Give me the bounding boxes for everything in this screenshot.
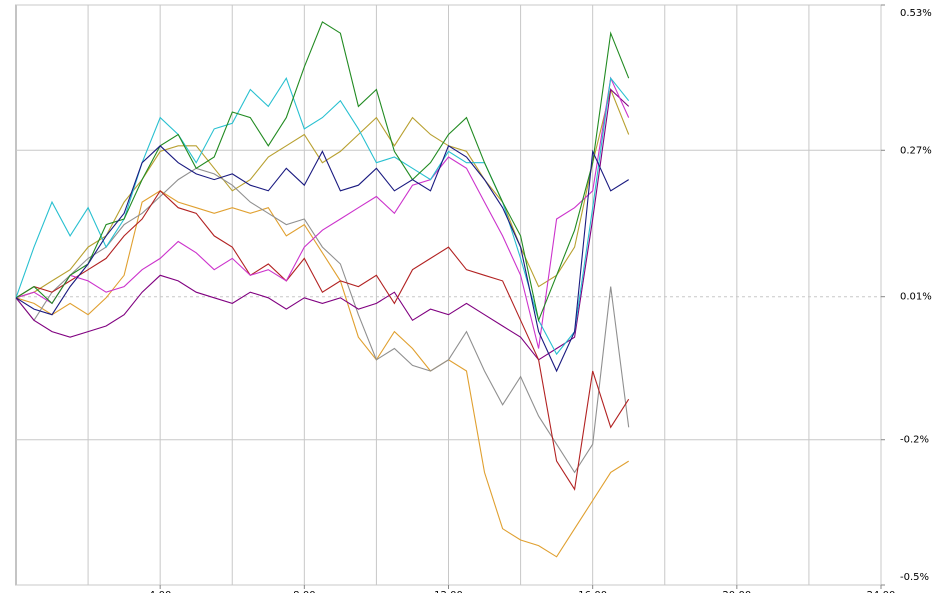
x-tick-label: 12:00 <box>434 590 463 593</box>
x-tick-label: 4:00 <box>149 590 171 593</box>
series-line <box>15 190 629 558</box>
x-tick-label: 24:00 <box>867 590 896 593</box>
series-line <box>15 144 629 373</box>
x-tick-label: 8:00 <box>293 590 315 593</box>
x-tick-label: 16:00 <box>578 590 607 593</box>
series-line <box>15 21 630 323</box>
y-tick-label: 0.01% <box>900 292 932 303</box>
y-tick-label: 0.53% <box>900 8 932 19</box>
y-tick-label: -0.2% <box>900 435 929 446</box>
series-line <box>15 76 630 356</box>
y-tick-label: -0.5% <box>900 572 929 583</box>
series-line <box>15 76 630 349</box>
series-line <box>15 87 630 299</box>
x-tick-label: 20:00 <box>722 590 751 593</box>
y-tick-label: 0.27% <box>900 145 932 156</box>
series-line <box>15 167 630 474</box>
series-line <box>15 189 630 491</box>
grid-layer <box>16 4 882 586</box>
series-line <box>15 88 630 361</box>
